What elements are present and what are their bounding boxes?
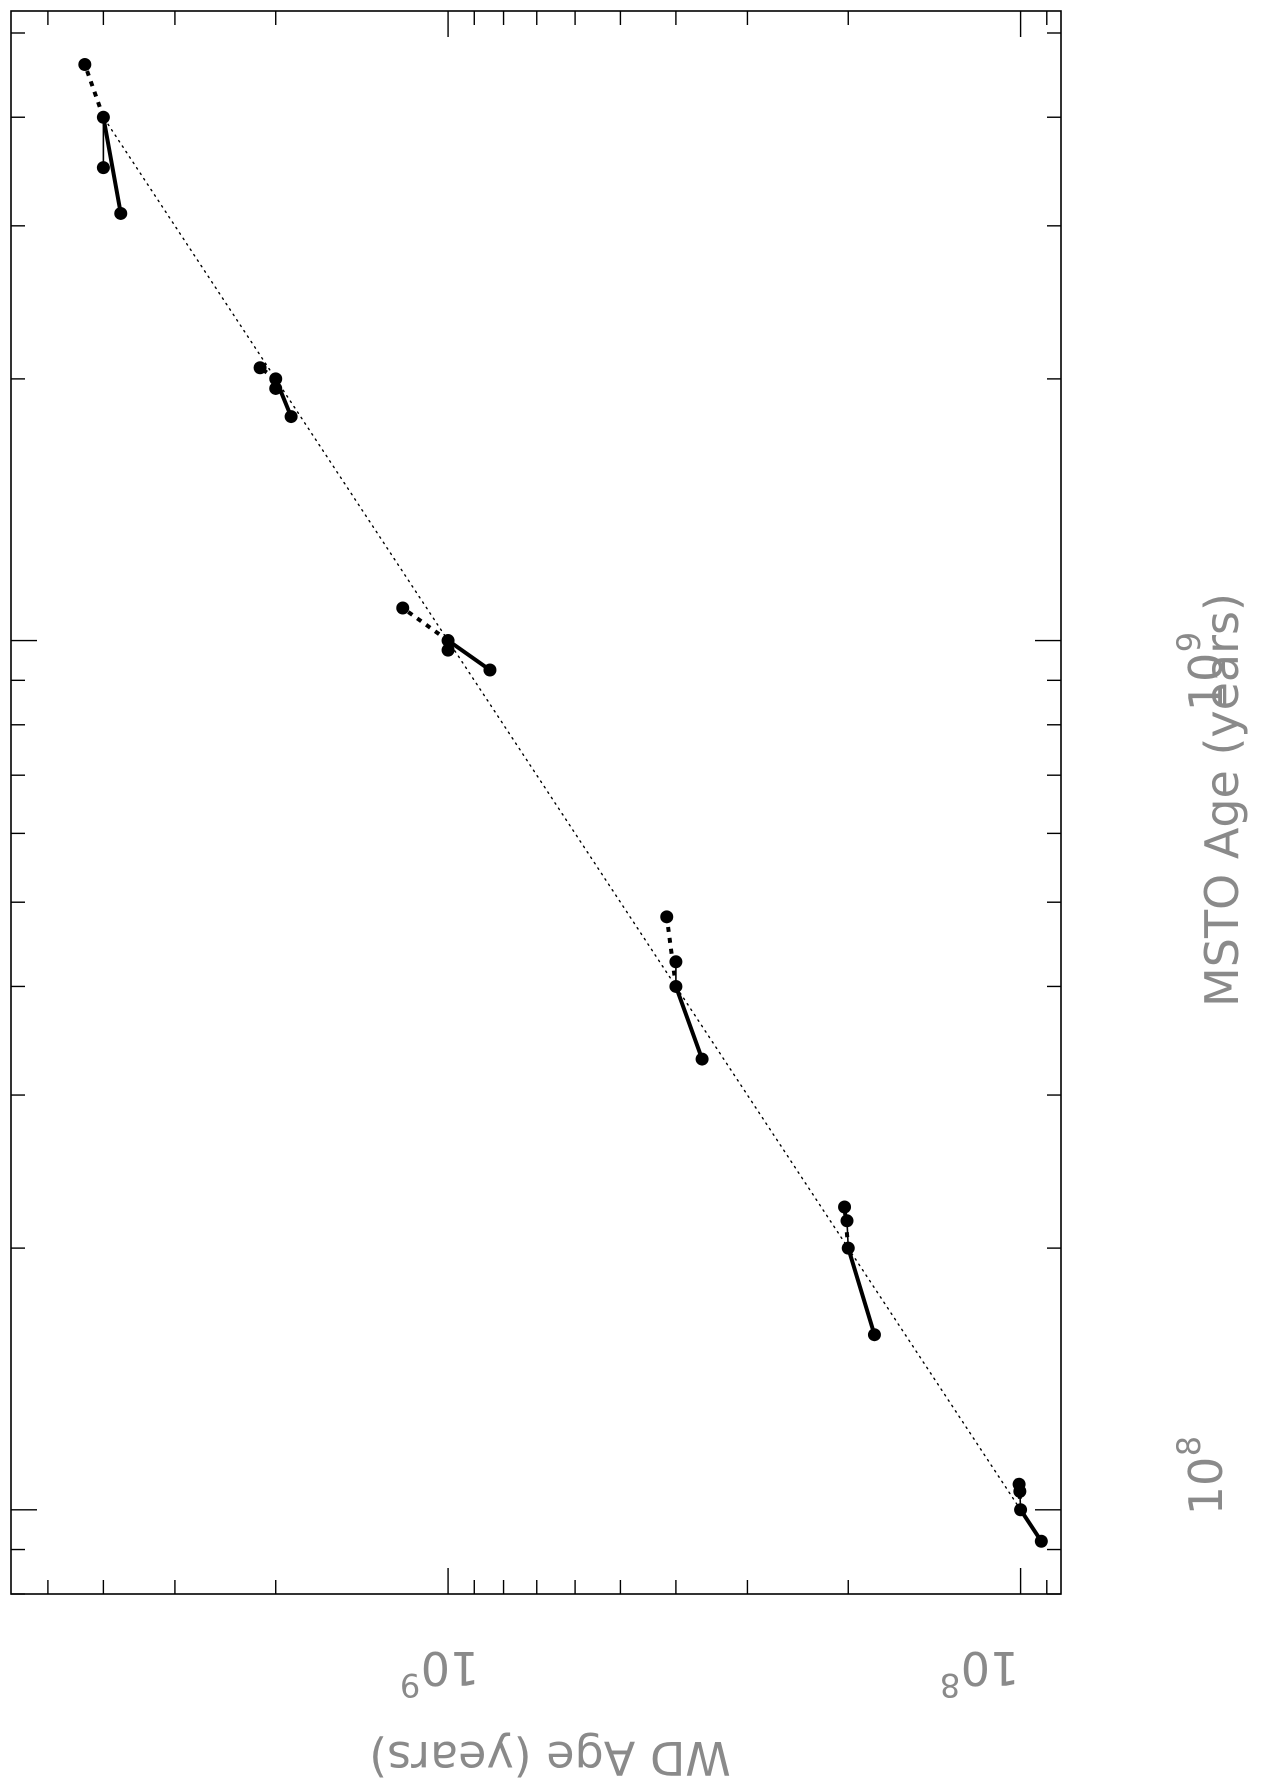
data-point [78, 57, 92, 71]
data-point [441, 643, 455, 657]
svg-text:8: 8 [1170, 1436, 1208, 1456]
solid-segment [846, 1246, 877, 1337]
axis-ticks [11, 11, 1061, 1595]
reference-line [102, 116, 1022, 1511]
solid-segment [673, 984, 705, 1062]
svg-text:8: 8 [940, 1666, 960, 1704]
data-point [841, 1241, 855, 1255]
data-point [840, 1214, 854, 1228]
x-axis-label: MSTO Age (years) [1195, 593, 1249, 1007]
data-point [669, 955, 683, 969]
data-point [1014, 1503, 1028, 1517]
y-axis-label: WD Age (years) [369, 1731, 731, 1785]
data-point [838, 1200, 852, 1214]
dashed-segment [82, 63, 106, 118]
data-point [396, 601, 410, 615]
data-point [96, 110, 110, 124]
data-point [867, 1328, 881, 1342]
dashed-segment [842, 1206, 851, 1249]
y-tick-label-1e8: 10 8 [940, 1641, 1019, 1704]
data-point [114, 206, 128, 220]
svg-text:10: 10 [1179, 653, 1233, 712]
dashed-segment [401, 606, 450, 643]
data-point [695, 1052, 709, 1066]
data-point [1012, 1477, 1026, 1491]
data-point [284, 410, 298, 424]
x-tick-label-1e8: 10 8 [1170, 1436, 1233, 1515]
svg-text:9: 9 [400, 1666, 420, 1704]
svg-text:9: 9 [1170, 632, 1208, 652]
svg-text:10: 10 [961, 1641, 1020, 1695]
data-point [96, 161, 110, 175]
data-point [269, 381, 283, 395]
data-point [660, 910, 674, 924]
data-point [1034, 1534, 1048, 1548]
data-segments [82, 63, 1044, 1544]
solid-segment [446, 638, 492, 672]
data-point [441, 634, 455, 648]
dashed-segment [664, 916, 678, 987]
svg-text:10: 10 [421, 1641, 480, 1695]
plot-frame [10, 10, 1062, 1595]
x-tick-label-1e9: 10 9 [1170, 632, 1233, 711]
y-tick-label-1e9: 10 9 [400, 1641, 479, 1704]
data-point [269, 372, 283, 386]
svg-text:10: 10 [1179, 1457, 1233, 1516]
data-point [669, 979, 683, 993]
data-point [253, 361, 267, 375]
data-point [483, 663, 497, 677]
solid-segment [101, 115, 123, 216]
data-points [78, 57, 1048, 1548]
reference-line-group [102, 116, 1022, 1511]
